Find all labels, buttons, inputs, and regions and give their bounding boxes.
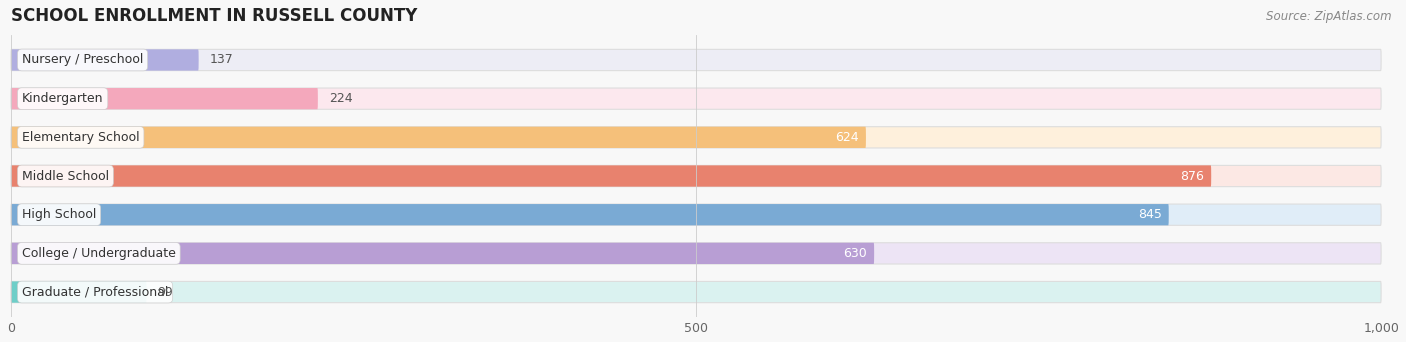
Text: College / Undergraduate: College / Undergraduate: [22, 247, 176, 260]
Text: 630: 630: [844, 247, 868, 260]
FancyBboxPatch shape: [11, 204, 1168, 225]
FancyBboxPatch shape: [11, 166, 1381, 187]
Text: Middle School: Middle School: [22, 170, 110, 183]
FancyBboxPatch shape: [11, 243, 875, 264]
FancyBboxPatch shape: [11, 281, 146, 303]
Text: 845: 845: [1137, 208, 1161, 221]
Text: Graduate / Professional: Graduate / Professional: [22, 286, 169, 299]
Text: Kindergarten: Kindergarten: [22, 92, 104, 105]
Text: 876: 876: [1181, 170, 1205, 183]
Text: Source: ZipAtlas.com: Source: ZipAtlas.com: [1267, 10, 1392, 23]
FancyBboxPatch shape: [11, 127, 866, 148]
Text: 624: 624: [835, 131, 859, 144]
Text: Elementary School: Elementary School: [22, 131, 139, 144]
FancyBboxPatch shape: [11, 166, 1211, 187]
Text: High School: High School: [22, 208, 96, 221]
Text: SCHOOL ENROLLMENT IN RUSSELL COUNTY: SCHOOL ENROLLMENT IN RUSSELL COUNTY: [11, 7, 418, 25]
FancyBboxPatch shape: [11, 127, 1381, 148]
FancyBboxPatch shape: [11, 49, 1381, 70]
FancyBboxPatch shape: [11, 88, 318, 109]
FancyBboxPatch shape: [11, 49, 198, 70]
FancyBboxPatch shape: [11, 204, 1381, 225]
FancyBboxPatch shape: [11, 243, 1381, 264]
FancyBboxPatch shape: [11, 88, 1381, 109]
Text: 224: 224: [329, 92, 353, 105]
Text: 99: 99: [157, 286, 173, 299]
FancyBboxPatch shape: [11, 281, 1381, 303]
Text: Nursery / Preschool: Nursery / Preschool: [22, 53, 143, 66]
Text: 137: 137: [209, 53, 233, 66]
